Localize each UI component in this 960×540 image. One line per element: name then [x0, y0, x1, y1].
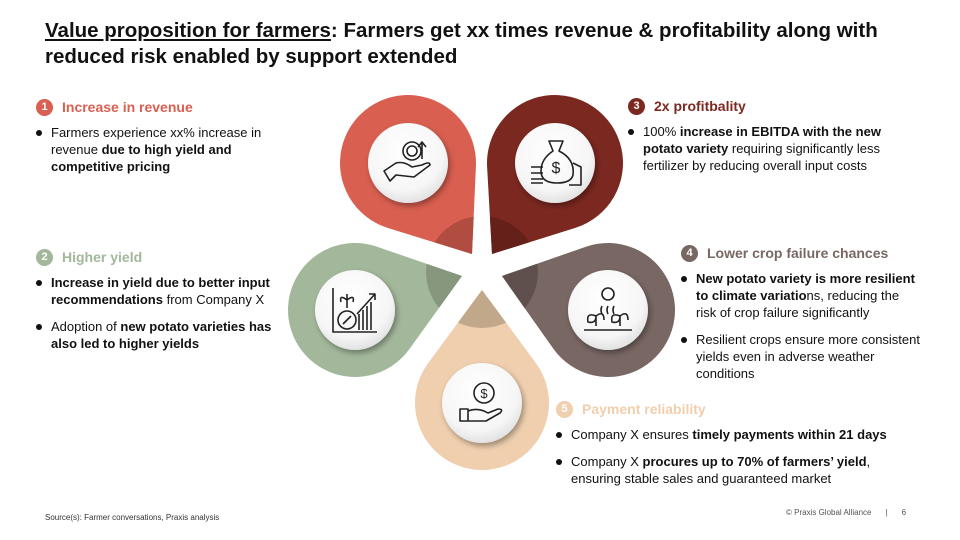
section-title: 2x profitbality [654, 98, 746, 114]
money-bag-icon: $ [531, 140, 582, 186]
bullet-text: Company X [571, 454, 643, 469]
section-heading: 3 2x profitbality [628, 98, 918, 115]
bullet-text: Resilient crops ensure more consistent y… [696, 332, 920, 381]
number-badge: 5 [556, 401, 573, 418]
bullet-item: Farmers experience xx% increase in reven… [36, 124, 306, 175]
section-heading: 2 Higher yield [36, 249, 296, 266]
section-higher-yield: 2 Higher yield Increase in yield due to be… [36, 249, 296, 362]
footer: © Praxis Global Alliance | 6 [786, 508, 920, 517]
page-title: Value proposition for farmers: Farmers g… [45, 19, 878, 68]
bullet-text: Increase in yield due to better input re… [51, 275, 270, 307]
bullet-item: Adoption of new potato varieties has als… [36, 318, 296, 352]
secure-payment-hand-icon: $ [459, 382, 503, 422]
section-lower-crop-failure: 4 Lower crop failure chances New potato va… [681, 245, 921, 392]
source-note: Source(s): Farmer conversations, Praxis … [45, 513, 220, 522]
section-heading: 5 Payment reliability [556, 401, 906, 418]
section-heading: 4 Lower crop failure chances [681, 245, 921, 262]
money-growth-hand-icon [383, 141, 431, 182]
svg-text:$: $ [480, 386, 488, 401]
crops-sun-icon [584, 287, 632, 331]
bullet-text: ns, reducing the risk of crop failure si… [696, 288, 900, 320]
bullet-text: 100% [643, 124, 680, 139]
bullet-item: Resilient crops ensure more consistent y… [681, 331, 921, 382]
number-badge: 2 [36, 249, 53, 266]
bullet-text: Farmers experience xx% increase in reven… [51, 125, 262, 157]
page-number: 6 [901, 508, 907, 517]
icon-circle [568, 270, 648, 350]
bullet-item: New potato variety is more resilient to … [681, 270, 921, 321]
bullet-text: New potato variety is more resilient to … [696, 271, 915, 303]
bullet-text: due to high yield and competitive pricin… [51, 142, 232, 174]
number-badge: 4 [681, 245, 698, 262]
bullet-text: Adoption of [51, 319, 121, 334]
bullet-text: from Company X [162, 292, 265, 307]
bullet-text: new potato varieties has also led to hig… [51, 319, 272, 351]
footer-separator: | [885, 508, 888, 517]
plant-growth-chart-icon [332, 288, 377, 333]
bullet-item: 100% increase in EBITDA with the new pot… [628, 123, 918, 174]
number-badge: 3 [628, 98, 645, 115]
section-title: Higher yield [62, 249, 143, 265]
bullet-item: Company X ensures timely payments within… [556, 426, 906, 443]
section-profitability: 3 2x profitbality 100% increase in EBITDA … [628, 98, 918, 184]
svg-text:$: $ [552, 160, 561, 177]
bullet-text: requiring significantly less fertilizer … [643, 141, 880, 173]
number-badge: 1 [36, 99, 53, 116]
bullet-text: timely payments within 21 days [692, 427, 887, 442]
bullet-text: increase in EBITDA with the new potato v… [643, 124, 881, 156]
copyright: © Praxis Global Alliance [786, 508, 872, 517]
section-payment-reliability: 5 Payment reliability Company X ensures ti… [556, 401, 906, 497]
section-increase-in-revenue: 1 Increase in revenue Farmers experience x… [36, 99, 306, 185]
section-title: Lower crop failure chances [707, 245, 889, 261]
bullet-text: procures up to 70% of farmers’ yield [642, 454, 867, 469]
icon-circle [315, 270, 395, 350]
bullet-text: Company X ensures [571, 427, 693, 442]
section-title: Increase in revenue [62, 99, 193, 115]
bullet-item: Increase in yield due to better input re… [36, 274, 296, 308]
bullet-text: , ensuring stable sales and guaranteed m… [571, 454, 871, 486]
section-heading: 1 Increase in revenue [36, 99, 306, 116]
section-title: Payment reliability [582, 401, 706, 417]
icon-circle [368, 123, 448, 203]
bullet-item: Company X procures up to 70% of farmers’… [556, 453, 906, 487]
